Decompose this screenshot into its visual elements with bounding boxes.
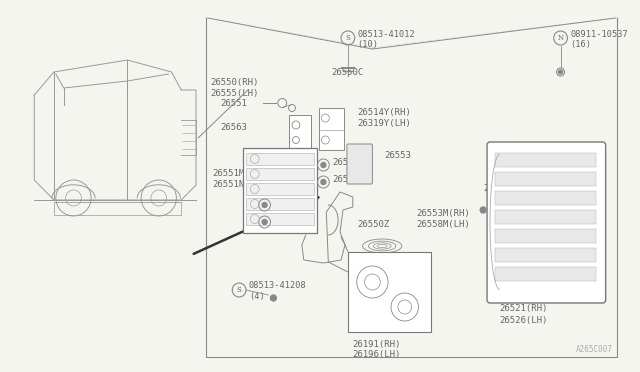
Text: 26191(RH): 26191(RH): [353, 340, 401, 349]
Bar: [495, 210, 596, 224]
Text: (16): (16): [570, 39, 591, 48]
Text: 08513-41208: 08513-41208: [249, 282, 307, 291]
Text: 08513-41012: 08513-41012: [358, 29, 415, 38]
Bar: [243, 148, 317, 233]
Bar: [246, 183, 314, 195]
Text: 08911-10537: 08911-10537: [570, 29, 628, 38]
Circle shape: [480, 207, 486, 213]
FancyBboxPatch shape: [487, 142, 605, 303]
Text: 26526(LH): 26526(LH): [500, 315, 548, 324]
Circle shape: [559, 70, 563, 74]
Text: 26319Y(LH): 26319Y(LH): [358, 119, 412, 128]
FancyBboxPatch shape: [347, 144, 372, 184]
Text: S: S: [346, 34, 350, 42]
Bar: [495, 248, 596, 262]
Circle shape: [262, 202, 267, 208]
Text: (10): (10): [358, 39, 379, 48]
Text: 26532: 26532: [483, 183, 510, 192]
Bar: [495, 172, 596, 186]
Polygon shape: [206, 7, 618, 47]
Text: 26553M(RH): 26553M(RH): [417, 208, 470, 218]
Text: A265C007: A265C007: [575, 345, 612, 354]
Circle shape: [271, 295, 276, 301]
Bar: [246, 153, 314, 165]
Bar: [289, 115, 310, 150]
Text: 26521(RH): 26521(RH): [500, 304, 548, 312]
Text: 26551M(RH): 26551M(RH): [212, 169, 266, 177]
Text: 26550A: 26550A: [273, 215, 306, 224]
Circle shape: [262, 219, 267, 224]
Bar: [206, 17, 618, 357]
Bar: [348, 252, 431, 332]
Text: 26550C: 26550C: [332, 67, 364, 77]
Text: 26196(LH): 26196(LH): [353, 350, 401, 359]
Bar: [246, 213, 314, 225]
Text: 26550D: 26550D: [273, 198, 306, 206]
Text: 26190D: 26190D: [365, 317, 398, 327]
Text: 26551N(LH): 26551N(LH): [212, 180, 266, 189]
Text: 26550A: 26550A: [332, 174, 364, 183]
Text: 26558M(LH): 26558M(LH): [417, 219, 470, 228]
Circle shape: [321, 163, 326, 167]
Bar: [495, 267, 596, 281]
Text: 26555(LH): 26555(LH): [211, 89, 259, 97]
Bar: [495, 153, 596, 167]
Bar: [246, 198, 314, 210]
Text: 26550Z: 26550Z: [358, 219, 390, 228]
Bar: [246, 168, 314, 180]
Text: 26563: 26563: [221, 122, 248, 131]
Bar: [319, 108, 344, 150]
Text: 26553: 26553: [384, 151, 411, 160]
Bar: [495, 229, 596, 243]
Text: 26514Y(RH): 26514Y(RH): [358, 108, 412, 116]
Text: 26550D: 26550D: [332, 157, 364, 167]
Text: (4): (4): [249, 292, 265, 301]
Text: 26551: 26551: [221, 99, 248, 108]
Bar: [495, 191, 596, 205]
Text: 26550(RH): 26550(RH): [211, 77, 259, 87]
Text: N: N: [557, 34, 564, 42]
Circle shape: [321, 180, 326, 185]
Text: S: S: [237, 286, 241, 294]
